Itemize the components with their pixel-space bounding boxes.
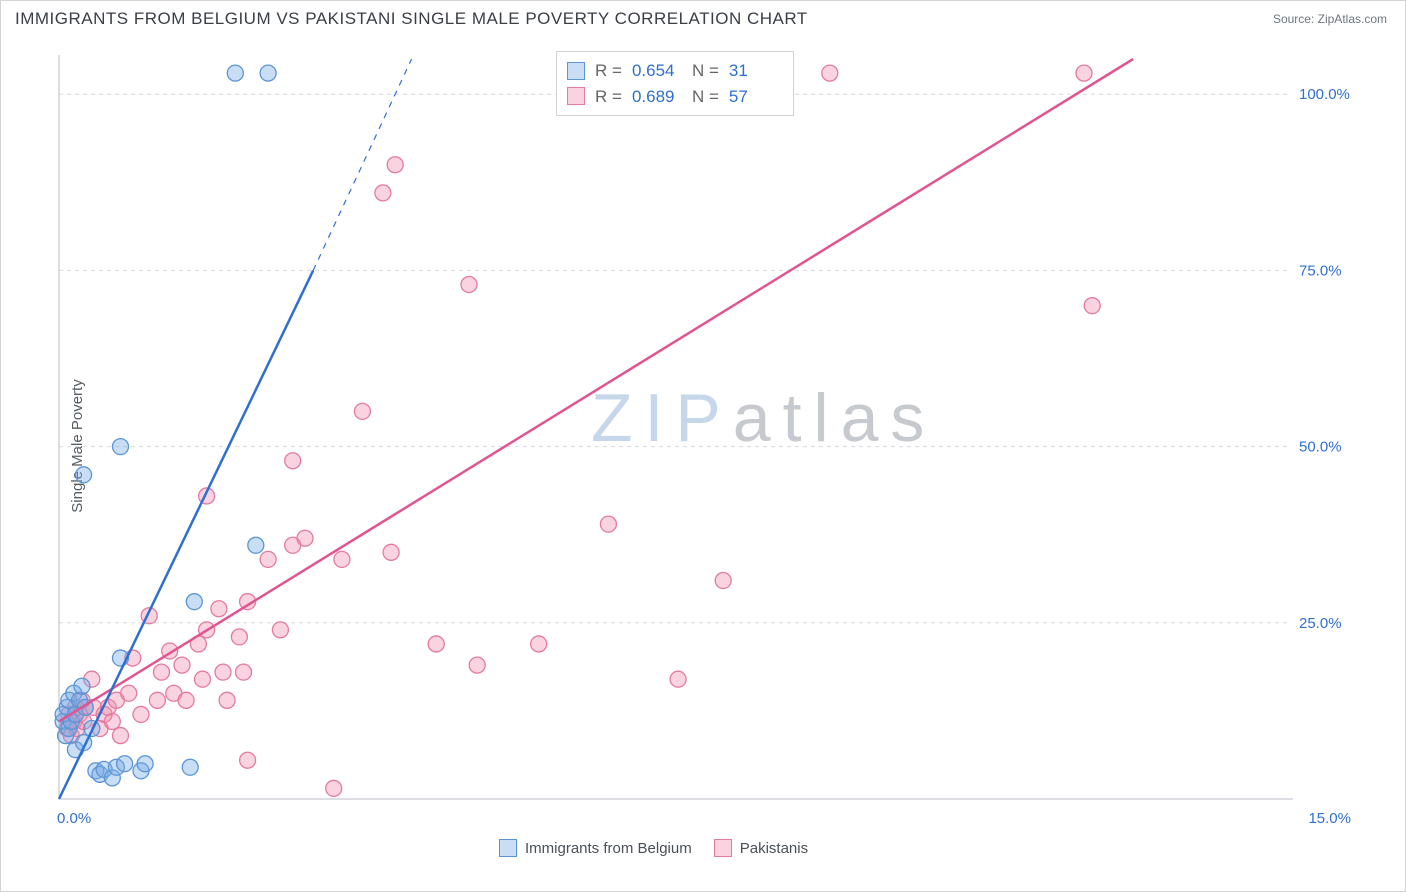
stats-legend-box: R = 0.654 N = 31 R = 0.689 N = 57 — [556, 51, 794, 116]
stats-row-belgium: R = 0.654 N = 31 — [567, 58, 779, 84]
legend-item-pakistani: Pakistanis — [714, 839, 808, 857]
scatter-chart: 25.0% 50.0% 75.0% 100.0% 0.0% 15.0% — [51, 51, 1361, 833]
stat-label-r: R = — [595, 58, 622, 84]
svg-text:0.0%: 0.0% — [57, 810, 91, 827]
stat-label-n: N = — [692, 84, 719, 110]
stat-r-pakistani: 0.689 — [632, 84, 682, 110]
swatch-belgium — [567, 62, 585, 80]
chart-title: IMMIGRANTS FROM BELGIUM VS PAKISTANI SIN… — [15, 9, 808, 29]
swatch-belgium — [499, 839, 517, 857]
stat-label-r: R = — [595, 84, 622, 110]
svg-text:25.0%: 25.0% — [1299, 615, 1342, 632]
stat-n-belgium: 31 — [729, 58, 779, 84]
stat-label-n: N = — [692, 58, 719, 84]
svg-text:50.0%: 50.0% — [1299, 439, 1342, 456]
plot-area: 25.0% 50.0% 75.0% 100.0% 0.0% 15.0% — [51, 51, 1361, 833]
legend-label-belgium: Immigrants from Belgium — [525, 840, 692, 857]
source-label: Source: — [1273, 12, 1318, 26]
bottom-legend: Immigrants from Belgium Pakistanis — [499, 839, 808, 857]
legend-item-belgium: Immigrants from Belgium — [499, 839, 692, 857]
stat-r-belgium: 0.654 — [632, 58, 682, 84]
title-bar: IMMIGRANTS FROM BELGIUM VS PAKISTANI SIN… — [1, 1, 1405, 35]
source-value: ZipAtlas.com — [1318, 12, 1387, 26]
swatch-pakistani — [714, 839, 732, 857]
legend-label-pakistani: Pakistanis — [740, 840, 808, 857]
svg-text:15.0%: 15.0% — [1308, 810, 1351, 827]
stat-n-pakistani: 57 — [729, 84, 779, 110]
swatch-pakistani — [567, 87, 585, 105]
svg-text:75.0%: 75.0% — [1299, 262, 1342, 279]
stats-row-pakistani: R = 0.689 N = 57 — [567, 84, 779, 110]
source-citation: Source: ZipAtlas.com — [1273, 12, 1387, 26]
svg-text:100.0%: 100.0% — [1299, 86, 1350, 103]
